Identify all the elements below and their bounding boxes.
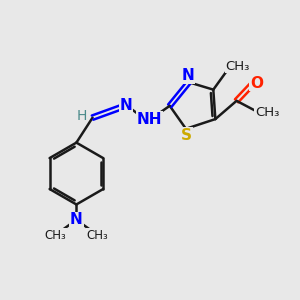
Text: H: H xyxy=(76,109,87,123)
Text: N: N xyxy=(70,212,83,227)
Text: N: N xyxy=(181,68,194,83)
Text: O: O xyxy=(250,76,263,91)
Text: CH₃: CH₃ xyxy=(87,229,109,242)
Text: N: N xyxy=(119,98,132,113)
Text: CH₃: CH₃ xyxy=(255,106,279,119)
Text: S: S xyxy=(181,128,192,143)
Text: NH: NH xyxy=(137,112,162,127)
Text: CH₃: CH₃ xyxy=(44,229,66,242)
Text: CH₃: CH₃ xyxy=(225,60,250,73)
